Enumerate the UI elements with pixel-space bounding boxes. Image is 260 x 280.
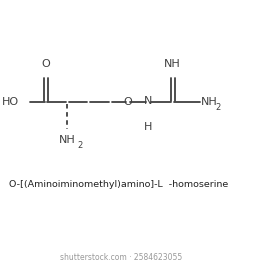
- Text: H: H: [144, 122, 152, 132]
- Text: shutterstock.com · 2584623055: shutterstock.com · 2584623055: [60, 253, 182, 262]
- Text: 2: 2: [215, 103, 220, 112]
- Text: NH: NH: [59, 135, 76, 145]
- Text: O: O: [42, 59, 50, 69]
- Text: O: O: [124, 97, 133, 107]
- Text: NH: NH: [201, 97, 218, 107]
- Text: NH: NH: [164, 59, 181, 69]
- Text: 2: 2: [77, 141, 82, 150]
- Text: HO: HO: [2, 97, 19, 107]
- Text: O-[(Aminoiminomethyl)amino]-L  -homoserine: O-[(Aminoiminomethyl)amino]-L -homoserin…: [9, 180, 228, 189]
- Text: N: N: [144, 96, 152, 106]
